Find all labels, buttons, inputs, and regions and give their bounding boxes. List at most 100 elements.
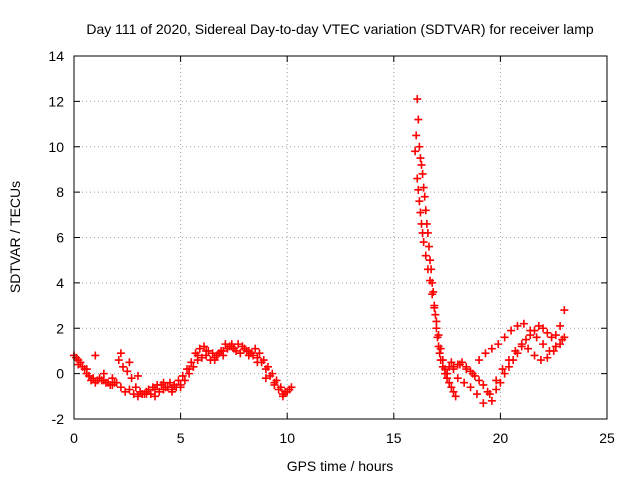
data-point [174,376,183,385]
data-point [116,349,125,358]
data-point [556,321,565,330]
data-point [413,174,422,183]
data-point [435,349,444,358]
data-point [412,131,421,140]
data-point [131,383,140,392]
data-point [500,333,509,342]
data-point [519,319,528,328]
data-point [475,376,484,385]
data-point [492,376,501,385]
data-point [268,369,277,378]
data-point [219,351,228,360]
data-point [423,265,432,274]
data-point [418,228,427,237]
data-point [524,344,533,353]
data-point [504,356,513,365]
data-point [91,351,100,360]
data-point [419,238,428,247]
data-point [82,365,91,374]
data-point [532,333,541,342]
data-point [416,208,425,217]
data-point [127,374,136,383]
data-point [229,344,238,353]
data-point [485,390,494,399]
data-point [551,331,560,340]
data-point [432,324,441,333]
data-point [202,346,211,355]
data-point [426,256,435,265]
data-point [227,340,236,349]
data-point [125,385,134,394]
data-point [142,390,151,399]
data-point [494,340,503,349]
data-point [170,380,179,389]
data-point [496,378,505,387]
data-point [195,344,204,353]
data-point [161,383,170,392]
axis-ticks: 0 5 10 15 20 25 -2 0 2 4 6 8 10 12 14 [48,48,615,446]
data-point [455,360,464,369]
data-point [443,369,452,378]
data-point [420,192,429,201]
data-point [549,346,558,355]
data-point [259,356,268,365]
data-point [155,387,164,396]
data-point [447,383,456,392]
data-point [121,387,130,396]
data-point [543,328,552,337]
data-point [116,383,125,392]
data-point [436,344,445,353]
data-point [123,367,132,376]
y-tick-label: 0 [56,366,64,382]
data-point [84,371,93,380]
data-point [431,310,440,319]
data-point [539,340,548,349]
data-point [168,387,177,396]
data-point [236,349,245,358]
data-point [551,342,560,351]
data-point [451,392,460,401]
data-point [129,390,138,399]
y-tick-label: 6 [56,230,64,246]
x-tick-label: 5 [177,430,185,446]
chart-title: Day 111 of 2020, Sidereal Day-to-day VTE… [86,21,594,37]
data-point [530,351,539,360]
data-point [415,197,424,206]
data-point [411,147,420,156]
data-point [285,385,294,394]
y-axis-label: SDTVAR / TECUs [7,181,23,293]
data-point [176,383,185,392]
data-point [462,365,471,374]
data-point [492,385,501,394]
data-point [101,378,110,387]
data-point [487,396,496,405]
data-point [430,303,439,312]
data-point [119,362,128,371]
data-point [151,392,160,401]
data-point [270,380,279,389]
data-point [264,362,273,371]
data-point [89,374,98,383]
data-point [468,369,477,378]
data-point [193,351,202,360]
data-point [125,358,134,367]
data-point [449,362,458,371]
data-point [415,142,424,151]
y-tick-label: 4 [56,275,64,291]
data-point [189,362,198,371]
data-point [421,206,430,215]
data-point [449,387,458,396]
data-point [197,353,206,362]
data-point [472,390,481,399]
data-point [99,369,108,378]
data-point [278,392,287,401]
data-point [440,365,449,374]
data-point [511,346,520,355]
y-tick-label: 8 [56,184,64,200]
data-point [539,324,548,333]
data-point [543,353,552,362]
data-point [536,356,545,365]
data-point [498,365,507,374]
data-point [445,378,454,387]
